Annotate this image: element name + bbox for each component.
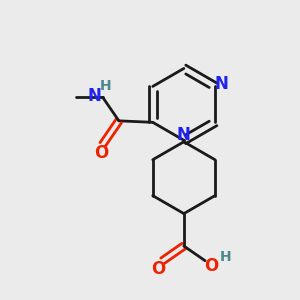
Text: N: N <box>88 87 101 105</box>
Text: O: O <box>151 260 165 278</box>
Text: H: H <box>219 250 231 264</box>
Text: H: H <box>100 79 112 93</box>
Text: N: N <box>177 126 191 144</box>
Text: N: N <box>214 75 228 93</box>
Text: O: O <box>94 144 108 162</box>
Text: O: O <box>204 257 219 275</box>
